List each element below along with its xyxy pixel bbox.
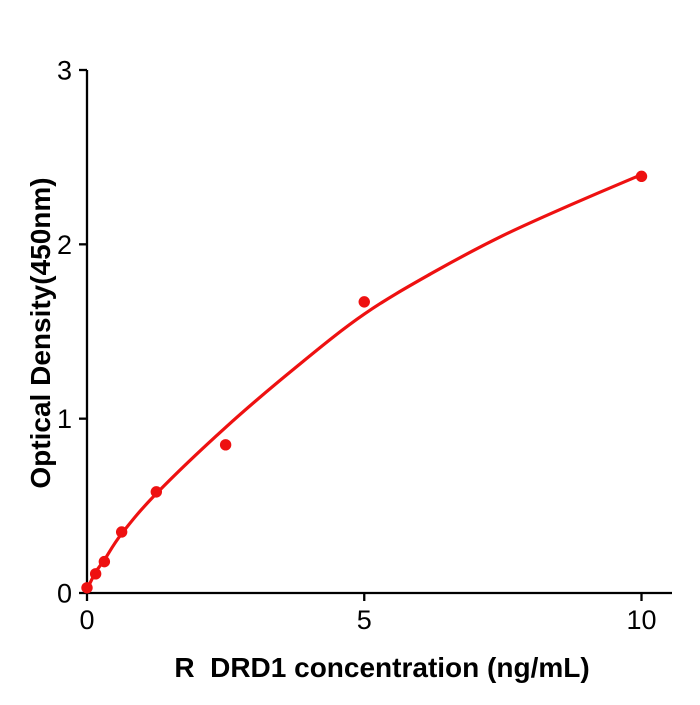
plot-layer [81, 170, 648, 594]
x-tick-label: 0 [79, 605, 94, 635]
y-tick-label: 0 [57, 578, 72, 608]
data-point [219, 439, 232, 451]
data-point [358, 296, 370, 308]
x-axis-title: R DRD1 concentration (ng/mL) [174, 652, 589, 683]
axes-layer: 0 5 10 0 1 2 3 [57, 55, 672, 635]
y-tick-label: 3 [57, 55, 72, 85]
x-tick-label: 10 [626, 605, 656, 635]
fit-curve [85, 173, 644, 592]
y-axis-title: Optical Density(450nm) [25, 177, 56, 488]
x-tick-label: 5 [357, 605, 372, 635]
y-tick-label: 1 [57, 404, 72, 434]
data-point [635, 170, 648, 183]
y-tick-label: 2 [57, 230, 72, 260]
